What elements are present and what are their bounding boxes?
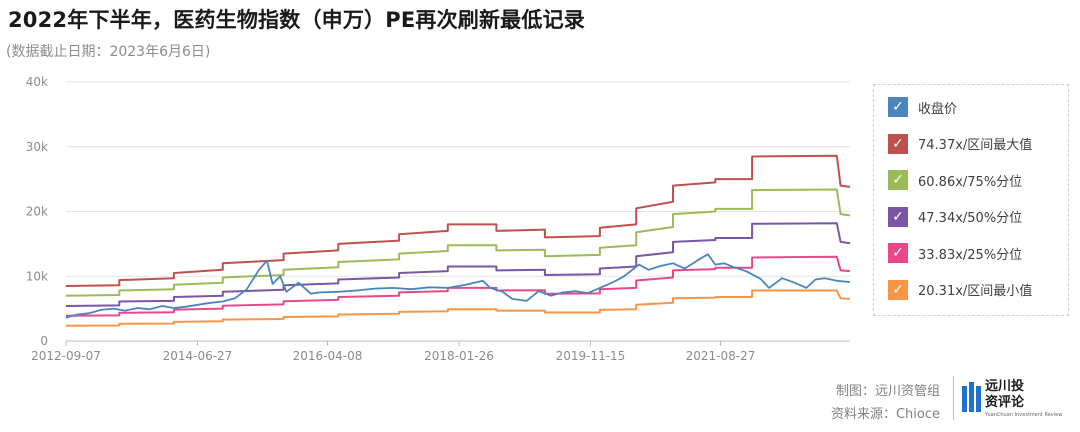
series-line — [65, 289, 851, 327]
series-line — [65, 154, 851, 287]
legend-label: 74.37x/区间最大值 — [918, 138, 1033, 153]
y-tick-label: 30k — [26, 140, 48, 154]
y-tick-label: 0 — [40, 334, 48, 348]
x-tick-label: 2012-09-07 — [31, 349, 101, 363]
x-tick-label: 2016-04-08 — [293, 349, 363, 363]
legend-checkbox-icon: ✓ — [888, 97, 908, 117]
y-tick-label: 40k — [26, 75, 48, 89]
legend-label: 47.34x/50%分位 — [918, 211, 1023, 226]
legend-item: ✓ 20.31x/区间最小值 — [888, 279, 1033, 300]
chart-subtitle: (数据截止日期：2023年6月6日) — [6, 44, 211, 60]
logo-subtitle: YuanChuan Investment Review — [985, 412, 1063, 418]
legend-item: ✓ 47.34x/50%分位 — [888, 206, 1023, 227]
x-tick-label: 2021-08-27 — [686, 349, 756, 363]
legend-checkbox-icon: ✓ — [888, 243, 908, 263]
chart-title: 2022年下半年，医药生物指数（申万）PE再次刷新最低记录 — [8, 8, 585, 32]
chart-legend: ✓ 收盘价 ✓ 74.37x/区间最大值 ✓ 60.86x/75%分位 ✓ 47.34x/50… — [873, 84, 1069, 316]
legend-checkbox-icon: ✓ — [888, 170, 908, 190]
logo-mark-icon — [962, 382, 981, 412]
credit-author: 制图：远川资管组 — [835, 384, 940, 399]
legend-checkbox-icon: ✓ — [888, 279, 908, 300]
legend-label: 33.83x/25%分位 — [918, 247, 1023, 263]
x-tick-label: 2018-01-26 — [424, 349, 494, 363]
legend-item: ✓ 74.37x/区间最大值 — [888, 133, 1033, 154]
legend-item: ✓ 33.83x/25%分位 — [888, 243, 1022, 263]
legend-label: 60.86x/75%分位 — [918, 174, 1023, 190]
y-tick-label: 20k — [26, 205, 48, 219]
logo-name: 远川投资评论 — [985, 379, 1025, 410]
chart-credits: 制图：远川资管组 资料来源：Chioce — [800, 380, 940, 426]
x-tick-label: 2014-06-27 — [163, 349, 233, 363]
legend-checkbox-icon: ✓ — [888, 133, 908, 154]
credit-source: 资料来源：Chioce — [830, 407, 940, 422]
y-tick-label: 10k — [26, 269, 48, 283]
x-tick-label: 2019-11-15 — [556, 349, 626, 363]
series-line — [65, 222, 851, 307]
legend-item: ✓ 收盘价 — [888, 97, 957, 117]
legend-item: ✓ 60.86x/75%分位 — [888, 170, 1022, 190]
series-line — [65, 188, 851, 297]
legend-label: 收盘价 — [918, 101, 958, 117]
series-line — [65, 253, 851, 319]
logo-divider — [953, 376, 954, 420]
legend-label: 20.31x/区间最小值 — [918, 284, 1033, 299]
legend-checkbox-icon: ✓ — [888, 206, 908, 227]
